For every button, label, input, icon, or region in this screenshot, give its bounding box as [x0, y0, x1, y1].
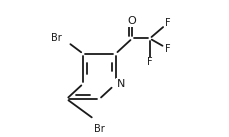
Text: F: F — [165, 44, 170, 54]
Text: N: N — [117, 79, 125, 89]
Text: F: F — [147, 57, 153, 67]
Text: Br: Br — [94, 124, 105, 134]
Text: Br: Br — [51, 34, 62, 44]
Text: F: F — [165, 18, 170, 28]
Text: O: O — [128, 16, 136, 26]
